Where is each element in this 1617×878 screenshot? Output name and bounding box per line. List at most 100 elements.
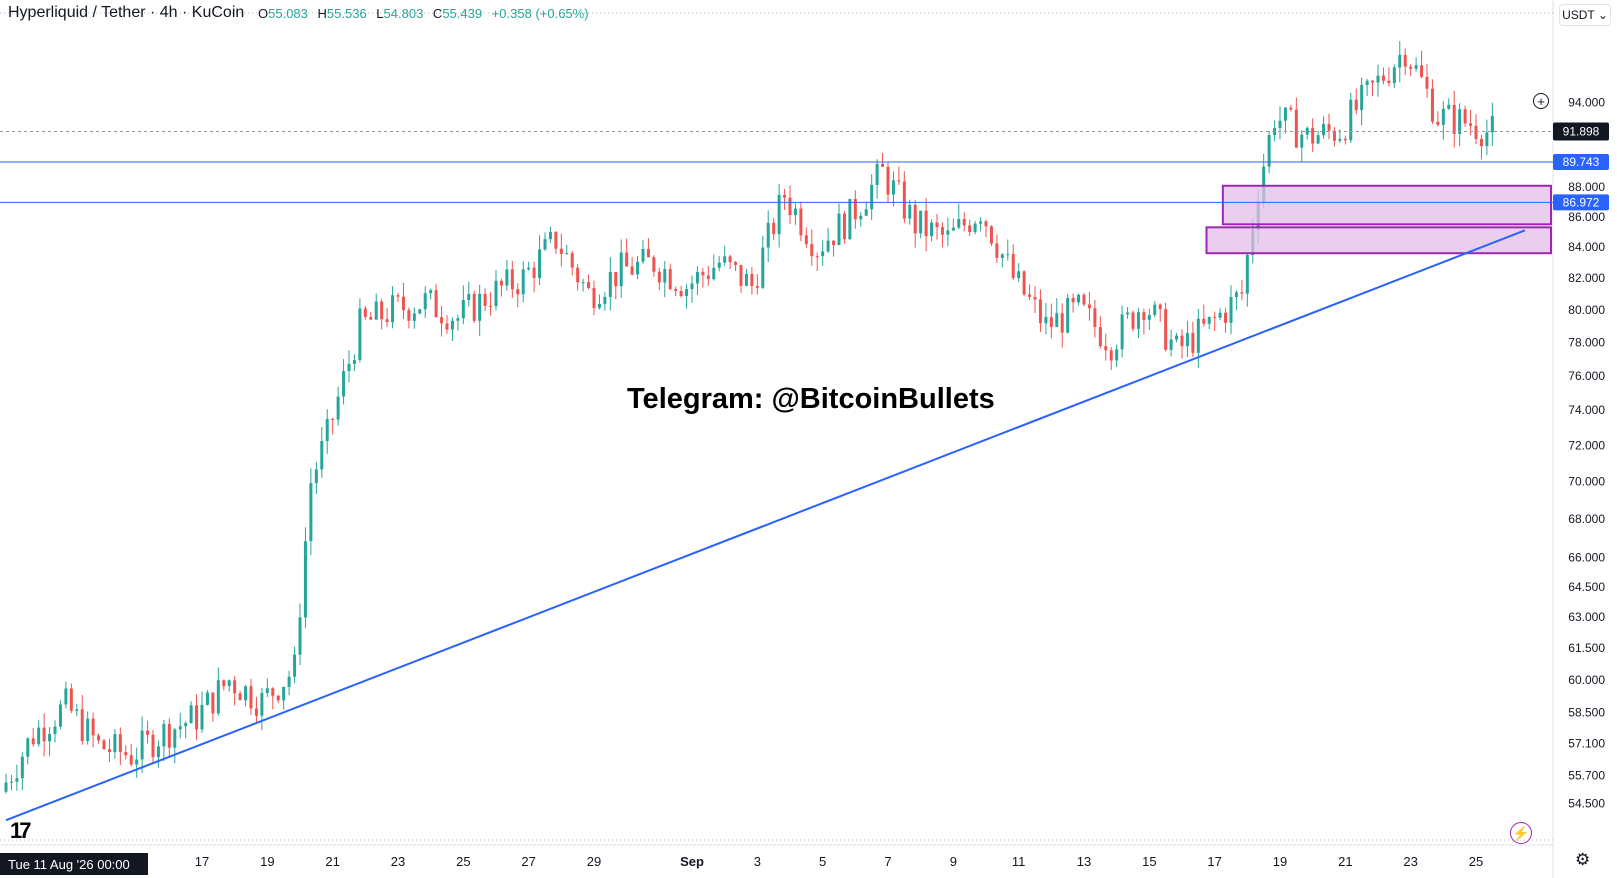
candle-body bbox=[1371, 80, 1375, 83]
y-tick-label: 60.000 bbox=[1568, 673, 1605, 687]
candle-body bbox=[962, 219, 966, 226]
candle-body bbox=[1316, 135, 1320, 144]
candle-body bbox=[91, 718, 95, 736]
y-tick-label: 70.000 bbox=[1568, 475, 1605, 489]
candle-body bbox=[102, 740, 106, 750]
candle-body bbox=[1283, 107, 1287, 121]
x-tick-label: 27 bbox=[521, 854, 535, 869]
x-tick-label: 7 bbox=[884, 854, 891, 869]
candle-body bbox=[1071, 297, 1075, 303]
symbol-title[interactable]: Hyperliquid / Tether · 4h · KuCoin bbox=[8, 4, 244, 22]
currency-button[interactable]: USDT ⌄ bbox=[1559, 4, 1611, 26]
close-label: C bbox=[432, 6, 443, 21]
candle-body bbox=[369, 316, 373, 320]
price-level-label: 86.972 bbox=[1563, 195, 1600, 209]
candle-body bbox=[298, 617, 302, 655]
candle-body bbox=[211, 692, 215, 714]
candle-body bbox=[527, 267, 531, 270]
candle-body bbox=[1463, 109, 1467, 124]
candle-body bbox=[908, 204, 912, 219]
candle-body bbox=[532, 267, 536, 279]
candle-body bbox=[325, 418, 329, 442]
candle-body bbox=[870, 184, 874, 210]
close-value: 55.439 bbox=[442, 6, 483, 21]
candle-body bbox=[559, 248, 563, 254]
candle-body bbox=[1229, 297, 1233, 323]
y-tick-label: 76.000 bbox=[1568, 369, 1605, 383]
candle-body bbox=[1409, 66, 1413, 69]
candle-body bbox=[734, 262, 738, 265]
low-value: 54.803 bbox=[383, 6, 424, 21]
candle-body bbox=[685, 289, 689, 297]
candle-body bbox=[1430, 88, 1434, 122]
candle-body bbox=[690, 283, 694, 290]
candle-body bbox=[107, 749, 111, 753]
candle-body bbox=[184, 723, 188, 727]
candle-body bbox=[97, 735, 101, 741]
candle-body bbox=[826, 240, 830, 252]
candle-body bbox=[238, 693, 242, 701]
candle-body bbox=[859, 215, 863, 220]
candle-body bbox=[450, 320, 454, 330]
candle-body bbox=[652, 257, 656, 272]
high-value: 55.536 bbox=[326, 6, 367, 21]
candle-body bbox=[1153, 304, 1157, 316]
lightning-icon[interactable]: ⚡ bbox=[1510, 822, 1532, 844]
candle-body bbox=[1441, 108, 1445, 125]
candle-body bbox=[1278, 120, 1282, 129]
candle-body bbox=[385, 319, 389, 323]
candle-body bbox=[26, 738, 30, 757]
candle-body bbox=[271, 688, 275, 696]
candle-body bbox=[80, 709, 84, 741]
plus-circle-icon[interactable]: + bbox=[1533, 93, 1549, 109]
candle-body bbox=[445, 323, 449, 330]
candle-body bbox=[521, 269, 525, 295]
candle-body bbox=[1474, 125, 1478, 139]
candle-body bbox=[603, 296, 607, 304]
candle-body bbox=[1202, 318, 1206, 324]
candle-body bbox=[1218, 312, 1222, 318]
candle-body bbox=[1289, 107, 1293, 110]
candle-body bbox=[1343, 138, 1347, 141]
candle-body bbox=[717, 262, 721, 268]
candle-body bbox=[984, 221, 988, 227]
candle-body bbox=[1120, 314, 1124, 350]
change-value: +0.358 (+0.65%) bbox=[491, 6, 589, 21]
candle-body bbox=[538, 249, 542, 279]
candle-body bbox=[483, 293, 487, 306]
candle-body bbox=[276, 695, 280, 701]
candle-body bbox=[1447, 104, 1451, 109]
candle-body bbox=[401, 296, 405, 311]
current-price-label: 91.898 bbox=[1563, 124, 1600, 138]
candle-body bbox=[891, 180, 895, 195]
candle-body bbox=[48, 733, 52, 742]
candle-body bbox=[581, 282, 585, 284]
candle-body bbox=[1077, 294, 1081, 303]
candle-body bbox=[1087, 304, 1091, 309]
candle-body bbox=[979, 221, 983, 224]
y-tick-label: 84.000 bbox=[1568, 240, 1605, 254]
candle-body bbox=[919, 210, 923, 234]
candle-body bbox=[1098, 327, 1102, 347]
candle-body bbox=[766, 222, 770, 248]
candle-body bbox=[957, 219, 961, 228]
low-label: L bbox=[376, 6, 384, 21]
candle-body bbox=[587, 282, 591, 289]
candle-body bbox=[423, 293, 427, 310]
settings-icon[interactable]: ⚙ bbox=[1575, 850, 1591, 869]
candle-body bbox=[1136, 312, 1140, 329]
candle-body bbox=[783, 194, 787, 198]
candle-body bbox=[646, 249, 650, 258]
candle-body bbox=[1360, 84, 1364, 111]
tradingview-logo[interactable]: 17 bbox=[10, 818, 32, 843]
candle-body bbox=[434, 290, 438, 318]
candle-body bbox=[810, 244, 814, 257]
ohlc-readout: O55.083 H55.536 L54.803 C55.439 +0.358 (… bbox=[252, 6, 589, 21]
candle-body bbox=[1485, 132, 1489, 147]
x-tick-label: 21 bbox=[325, 854, 339, 869]
candle-body bbox=[282, 686, 286, 701]
candle-body bbox=[1175, 335, 1179, 340]
candle-body bbox=[64, 688, 68, 705]
candle-body bbox=[124, 752, 128, 756]
